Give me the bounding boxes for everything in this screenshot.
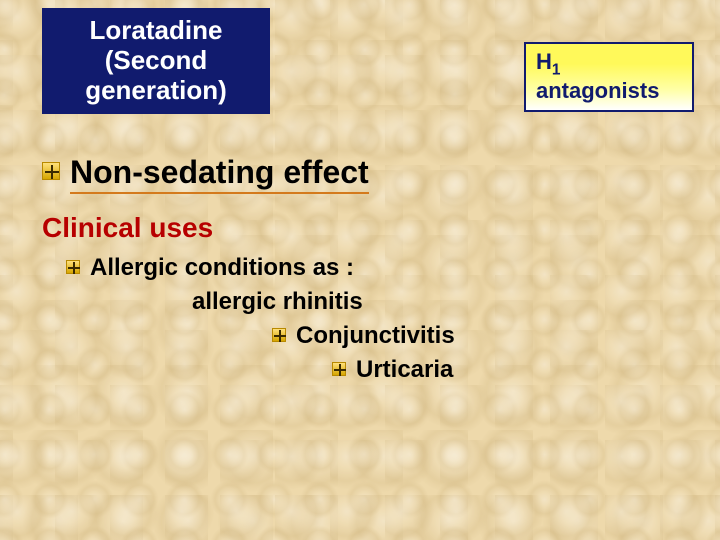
slide: Loratadine (Second generation) H1 antago… [0,0,720,540]
list-item-text: allergic rhinitis [192,288,363,316]
list-item-text: Conjunctivitis [296,322,455,350]
main-bullet-text: Non-sedating effect [70,154,369,194]
list-item: Urticaria [332,356,694,384]
plus-icon [66,260,80,274]
list-item-text: Urticaria [356,356,453,384]
title-box: Loratadine (Second generation) [42,8,270,114]
title-line-1: Loratadine [52,16,260,46]
clinical-uses-heading: Clinical uses [42,212,694,244]
badge-sub: 1 [552,61,561,78]
list-item-text: Allergic conditions as : [90,254,354,282]
list-item: allergic rhinitis [192,288,694,316]
h1-antagonists-badge: H1 antagonists [524,42,694,112]
badge-h: H [536,49,552,74]
list-item: Allergic conditions as : [66,254,694,282]
list-item: Conjunctivitis [272,322,694,350]
plus-icon [272,328,286,342]
plus-icon [332,362,346,376]
title-line-3: generation) [52,76,260,106]
main-bullet-row: Non-sedating effect [42,154,694,194]
content: Non-sedating effect Clinical uses Allerg… [42,154,694,390]
plus-icon [42,162,60,180]
badge-line2: antagonists [536,78,659,103]
title-line-2: (Second [52,46,260,76]
